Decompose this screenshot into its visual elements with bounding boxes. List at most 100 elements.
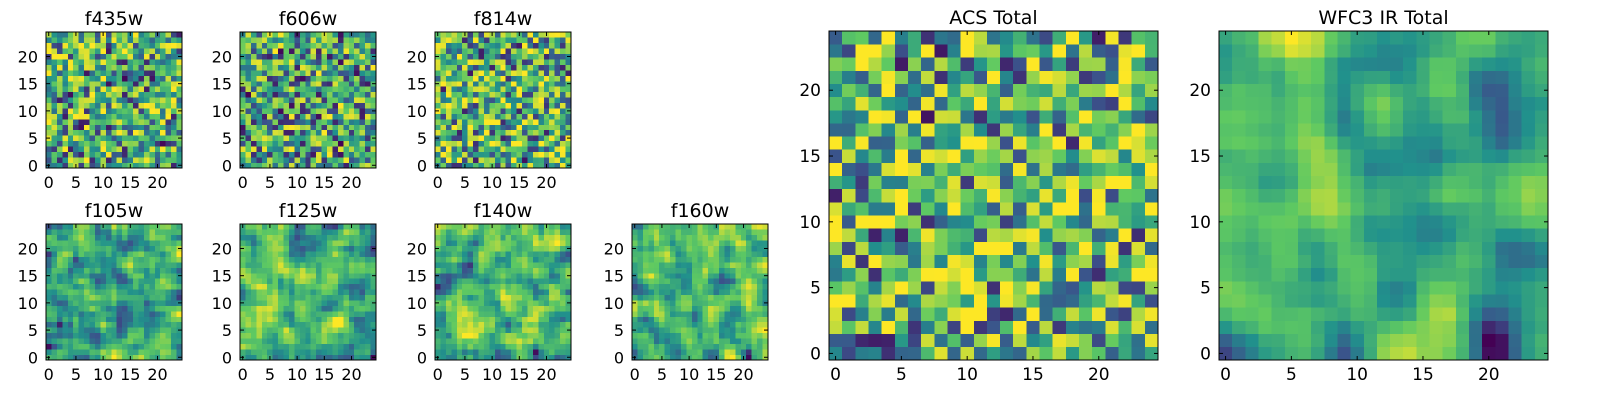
heatmap-cell [133, 124, 139, 131]
heatmap-cell [321, 234, 328, 241]
heatmap-cell [478, 311, 485, 317]
heatmap-cell [735, 316, 742, 323]
heatmap-cell [267, 129, 273, 136]
heatmap-cell [51, 289, 58, 296]
heatmap-cell [670, 321, 676, 328]
heatmap-cell [149, 80, 156, 87]
heatmap-cell [664, 278, 671, 285]
heatmap-cell [511, 332, 517, 339]
heatmap-cell [1079, 162, 1093, 177]
heatmap-cell [632, 267, 638, 274]
heatmap-cell [532, 256, 539, 263]
heatmap-cell [256, 140, 263, 147]
heatmap-cell [133, 113, 139, 120]
heatmap-cell [94, 321, 101, 328]
heatmap-cell [1026, 307, 1040, 321]
heatmap-cell [451, 240, 458, 247]
heatmap-cell [473, 251, 479, 257]
heatmap-cell [337, 283, 344, 290]
heatmap-cell [451, 80, 458, 87]
heatmap-cell [538, 338, 545, 344]
heatmap-cell [165, 251, 172, 257]
heatmap-cell [272, 146, 279, 152]
heatmap-cell [51, 48, 58, 55]
heatmap-cell [500, 162, 507, 169]
heatmap-cell [986, 281, 1001, 295]
heatmap-cell [907, 188, 922, 203]
heatmap-cell [89, 245, 96, 252]
heatmap-cell [316, 251, 322, 257]
heatmap-cell [245, 91, 252, 98]
heatmap-cell [67, 119, 74, 125]
heatmap-cell [516, 278, 523, 285]
heatmap-cell [116, 267, 123, 274]
heatmap-cell [686, 251, 693, 257]
heatmap-cell [719, 245, 725, 252]
heatmap-cell [648, 234, 655, 241]
x-tick-label: 15 [509, 365, 529, 384]
heatmap-cell [451, 294, 458, 301]
heatmap-cell [516, 146, 523, 152]
heatmap-cell [1039, 320, 1054, 334]
heatmap-cell [327, 272, 333, 279]
heatmap-cell [511, 229, 517, 236]
heatmap-cell [133, 316, 139, 323]
heatmap-cell [316, 113, 322, 120]
heatmap-cell [337, 316, 344, 323]
heatmap-cell [960, 215, 975, 229]
heatmap-cell [245, 262, 252, 268]
heatmap-cell [343, 267, 350, 274]
heatmap-cell [648, 321, 655, 328]
heatmap-cell [505, 108, 512, 114]
heatmap-cell [456, 343, 463, 350]
heatmap-cell [337, 59, 344, 65]
heatmap-cell [483, 113, 490, 120]
heatmap-cell [435, 64, 441, 71]
heatmap-cell [51, 80, 58, 87]
x-tick-label: 10 [93, 365, 113, 384]
heatmap-cell [127, 289, 134, 296]
heatmap-cell [111, 113, 118, 120]
heatmap-cell [127, 251, 134, 257]
heatmap-cell [165, 305, 172, 312]
heatmap-cell [729, 267, 736, 274]
heatmap-cell [283, 256, 290, 263]
heatmap-cell [489, 129, 496, 136]
heatmap-cell [250, 245, 257, 252]
heatmap-cell [829, 149, 843, 163]
heatmap-cell [451, 140, 458, 147]
heatmap-cell [321, 146, 328, 152]
heatmap-cell [310, 53, 317, 60]
heatmap-cell [713, 300, 720, 306]
heatmap-cell [735, 354, 742, 361]
heatmap-cell [116, 48, 123, 55]
heatmap-cell [327, 300, 333, 306]
heatmap-cell [78, 289, 85, 296]
heatmap-cell [1092, 294, 1106, 308]
heatmap-cell [746, 289, 752, 296]
heatmap-cell [543, 294, 550, 301]
heatmap-cell [511, 70, 517, 76]
heatmap-cell [560, 124, 566, 131]
heatmap-cell [440, 349, 447, 355]
heatmap-cell [51, 59, 58, 65]
heatmap-cell [473, 140, 479, 147]
heatmap-cell [62, 316, 69, 323]
axes-frame [434, 223, 572, 361]
heatmap-cell [538, 75, 545, 82]
heatmap-cell [149, 59, 156, 65]
heatmap-cell [299, 48, 306, 55]
heatmap-cell [1131, 307, 1146, 321]
heatmap-cell [489, 140, 496, 147]
heatmap-cell [133, 332, 139, 339]
heatmap-cell [757, 354, 763, 361]
heatmap-cell [554, 119, 561, 125]
heatmap-cell [473, 338, 479, 344]
heatmap-cell [855, 346, 869, 361]
heatmap-cell [664, 272, 671, 279]
heatmap-cell [549, 124, 555, 131]
heatmap-cell [299, 316, 306, 323]
heatmap-cell [305, 151, 312, 158]
heatmap-cell [261, 305, 268, 312]
heatmap-cell [565, 240, 572, 247]
